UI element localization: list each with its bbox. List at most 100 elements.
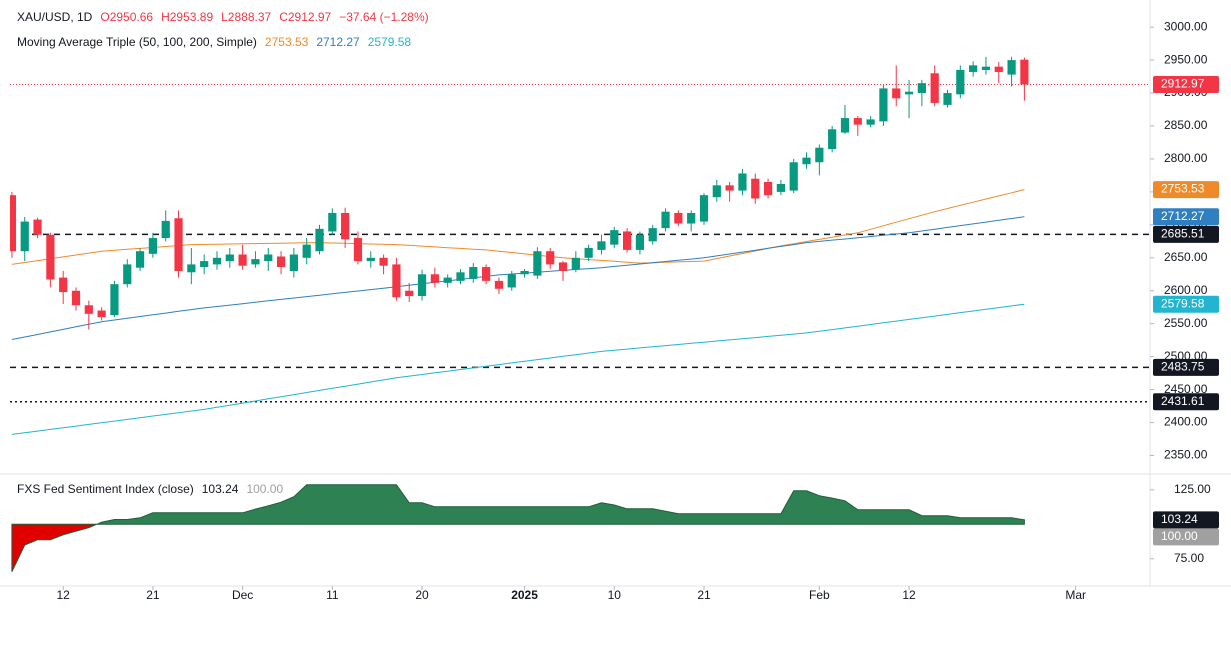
candle-body [520,270,529,275]
candle-body [200,261,209,268]
candle-body [10,195,17,252]
candle-body [482,267,491,281]
y-tick-label: 2950.00 [1164,52,1208,66]
candle-body [622,231,632,250]
candle-body [430,274,439,283]
candle-body [687,212,696,224]
x-tick-label: 21 [697,588,711,602]
candle-body [674,212,683,224]
candle-body [392,264,401,298]
candle-body [33,219,42,235]
candle-body [546,251,555,265]
level-label-box [1153,225,1219,243]
sentiment-area [11,484,1025,573]
ma-label-box [1153,295,1219,313]
candle-body [123,264,132,285]
level-label: 2685.51 [1161,227,1205,241]
candle-body [738,173,747,191]
candle-body [699,195,709,222]
ma-header: Moving Average Triple (50, 100, 200, Sim… [17,35,411,49]
candle-body [635,234,645,250]
x-tick-label: 12 [902,588,916,602]
candle-body [225,254,234,262]
y-tick-label: 2550.00 [1164,316,1208,330]
candle-body [866,119,875,125]
open-label: O2950.66 [100,10,153,24]
main-plot [10,56,1150,435]
ma-label: 2753.53 [1161,182,1205,196]
candle-body [994,66,1003,72]
sentiment-header: FXS Fed Sentiment Index (close) 103.24 100… [17,482,283,496]
x-tick-label: 12 [57,588,71,602]
candle-body [97,310,106,318]
x-tick-label: Dec [232,588,253,602]
ma-label: 2712.27 [1161,209,1205,223]
x-tick-label: Feb [809,588,830,602]
candle-body [507,274,516,288]
candle-body [571,257,580,270]
candle-body [597,241,606,250]
candle-body [405,290,414,297]
x-tick-label: 10 [608,588,622,602]
level-box-label: 100.00 [1161,529,1198,543]
ma-label-box [1153,208,1219,226]
candle-body [353,238,363,262]
candle-body [917,83,926,94]
candle-body [135,251,145,268]
candle-body [20,221,29,252]
change-label: −37.64 (−1.28%) [339,10,428,24]
y-tick-label: 2450.00 [1164,382,1208,396]
level-label: 2483.75 [1161,360,1205,374]
close-label: C2912.97 [279,10,331,24]
y-tick-label: 2650.00 [1164,250,1208,264]
sentiment-last-label: 103.24 [1161,512,1198,526]
level-label-box [1153,358,1219,376]
candle-body [533,251,542,276]
y-tick-label: 2400.00 [1164,415,1208,429]
candle-body [558,262,568,271]
candle-body [981,66,991,70]
x-tick-label: 2025 [511,588,538,602]
candle-body [763,182,773,196]
main-header: XAU/USD, 1D O2950.66 H2953.89 L2888.37 C2912… [17,10,429,24]
axes: 2350.002400.002450.002500.002550.002600.… [57,19,1219,602]
candle-body [238,254,247,266]
level-box-label-box [1153,528,1219,546]
candle-body [71,290,81,306]
candle-body [969,65,978,72]
candle-body [148,238,158,254]
candle-body [110,284,119,316]
level-label: 2431.61 [1161,394,1205,408]
candle-body [276,256,286,268]
y-tick-label: 2350.00 [1164,448,1208,462]
x-tick-label: 21 [146,588,160,602]
y2-tick-label: 125.00 [1174,482,1211,496]
candle-body [892,88,901,99]
moving-average [11,216,1025,340]
candle-body [494,280,504,289]
candle-body [289,254,298,271]
ma-label: 2579.58 [1161,296,1205,310]
y-tick-label: 2800.00 [1164,151,1208,165]
sentiment-value: 103.24 [202,482,239,496]
candle-body [712,185,721,198]
ma-label-box [1153,181,1219,199]
candle-body [46,234,55,280]
candle-body [341,212,350,240]
y2-tick-label: 75.00 [1174,551,1204,565]
y-tick-label: 2600.00 [1164,283,1208,297]
y-tick-label: 3000.00 [1164,19,1208,33]
candle-body [366,257,375,262]
candle-body [328,212,337,232]
candle-body [379,257,388,266]
last-price-label: 2912.97 [1161,77,1205,91]
level-value: 100.00 [246,482,283,496]
x-tick-label: 20 [415,588,429,602]
candle-body [59,277,68,293]
candle-body [456,272,465,281]
ma-value: 2753.53 [265,35,309,49]
candle-body [956,69,965,95]
candle-body [815,147,824,163]
